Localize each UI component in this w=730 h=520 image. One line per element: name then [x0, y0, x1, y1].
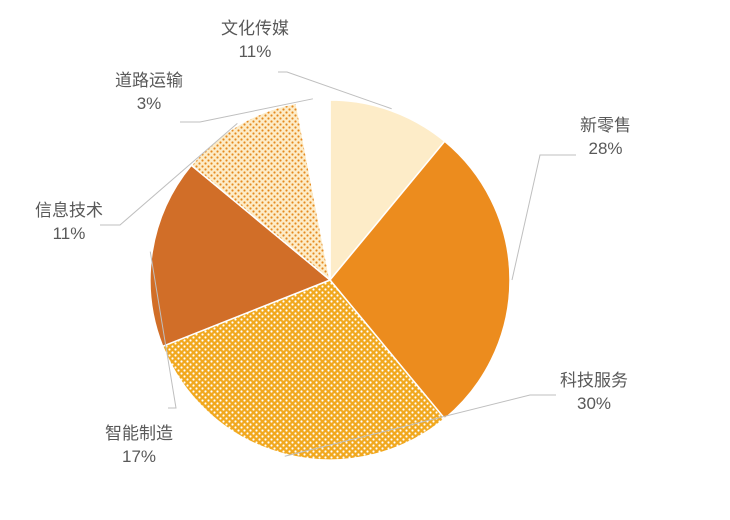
slice-label-percent: 3% [115, 93, 183, 116]
slice-label-name: 新零售 [580, 115, 631, 138]
slice-label-name: 科技服务 [560, 370, 628, 393]
slice-label: 智能制造17% [105, 423, 173, 469]
slice-label: 文化传媒11% [221, 18, 289, 64]
slice-label: 新零售28% [580, 115, 631, 161]
slice-label-percent: 11% [35, 223, 103, 246]
slice-label: 科技服务30% [560, 370, 628, 416]
slice-label-name: 智能制造 [105, 423, 173, 446]
slice-label-percent: 28% [580, 138, 631, 161]
slice-label-percent: 17% [105, 446, 173, 469]
slice-label-percent: 30% [560, 393, 628, 416]
leader-line [512, 155, 576, 280]
slice-label: 道路运输3% [115, 70, 183, 116]
slice-label-percent: 11% [221, 41, 289, 64]
slice-label-name: 文化传媒 [221, 18, 289, 41]
pie-chart: 文化传媒11%新零售28%科技服务30%智能制造17%信息技术11%道路运输3% [0, 0, 730, 520]
slice-label: 信息技术11% [35, 200, 103, 246]
slice-label-name: 信息技术 [35, 200, 103, 223]
slice-label-name: 道路运输 [115, 70, 183, 93]
